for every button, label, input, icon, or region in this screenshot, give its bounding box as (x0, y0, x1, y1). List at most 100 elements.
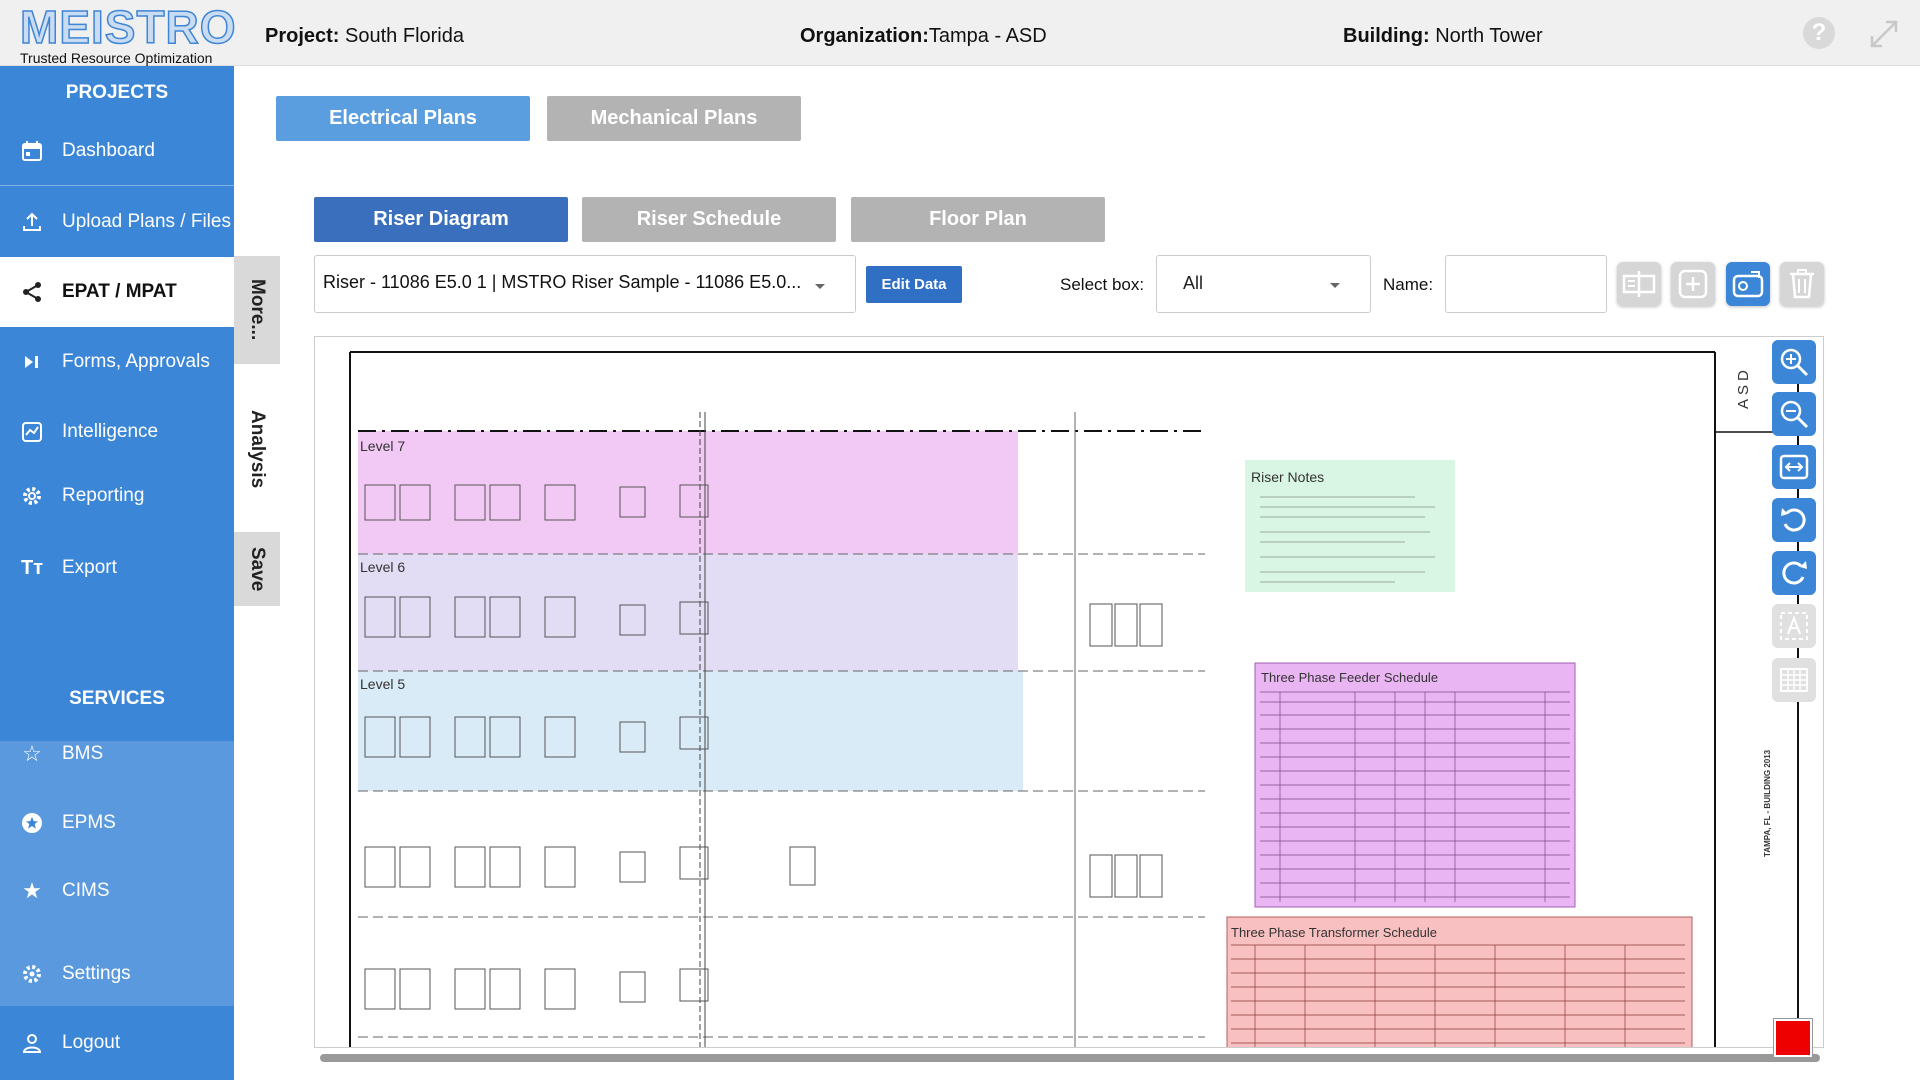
text-annotation-icon[interactable] (1772, 604, 1816, 648)
project-value: South Florida (345, 25, 464, 47)
star-outline-icon: ☆ (22, 741, 42, 766)
help-icon[interactable]: ? (1803, 17, 1835, 49)
skip-icon (20, 350, 44, 374)
tab-floor-plan[interactable]: Floor Plan (851, 197, 1105, 242)
tab-riser-diagram[interactable]: Riser Diagram (314, 197, 568, 242)
sidebar-item-cims[interactable]: ★ CIMS (0, 861, 234, 921)
organization-label: Organization: (800, 25, 929, 47)
sidebar-item-label: Upload Plans / Files (62, 211, 231, 232)
split-view-icon[interactable] (1617, 262, 1661, 306)
gear-icon (20, 962, 44, 986)
horizontal-scrollbar[interactable] (320, 1054, 1820, 1062)
riser-notes-box (1245, 460, 1455, 592)
tab-analysis-label: Analysis (247, 409, 268, 489)
riser-notes-title: Riser Notes (1251, 469, 1324, 485)
project-info: Project: South Florida (265, 25, 464, 48)
sidebar-item-label: Reporting (62, 485, 145, 506)
services-panel (0, 741, 234, 1006)
sidebar-item-label: EPAT / MPAT (62, 281, 177, 302)
riser-select[interactable]: Riser - 11086 E5.0 1 | MSTRO Riser Sampl… (314, 255, 856, 313)
riser-select-value: Riser - 11086 E5.0 1 | MSTRO Riser Sampl… (323, 272, 802, 292)
transformer-schedule-box (1226, 916, 1693, 1047)
level-5-band (358, 671, 1023, 791)
rotate-left-icon[interactable] (1772, 498, 1816, 542)
sidebar-item-label: EPMS (62, 812, 116, 833)
sidebar-item-label: Dashboard (62, 140, 155, 161)
gear-icon (20, 484, 44, 508)
title-block-org: ASD (1735, 366, 1752, 409)
sidebar-item-dashboard[interactable]: Dashboard (0, 121, 234, 181)
level-7-band (358, 431, 1018, 554)
building-value: North Tower (1435, 25, 1543, 47)
logo-text: MEISTRO (19, 1, 237, 53)
name-label: Name: (1383, 275, 1434, 294)
logo-tagline: Trusted Resource Optimization (20, 50, 213, 66)
star-icon: ★ (22, 878, 42, 903)
chevron-down-icon (815, 284, 825, 289)
building-label: Building: (1343, 25, 1430, 47)
edit-data-button[interactable]: Edit Data (866, 266, 962, 303)
sidebar-item-label: Logout (62, 1032, 121, 1053)
chart-icon (20, 420, 44, 444)
rotate-right-icon[interactable] (1772, 551, 1816, 595)
level-6-label: Level 6 (360, 559, 405, 575)
drawing-viewer[interactable]: Level 7 Level 6 Level 5 Riser Notes Thre… (314, 336, 1824, 1048)
tab-save-label: Save (247, 546, 268, 592)
sidebar-item-label: Intelligence (62, 421, 159, 442)
sidebar-item-label: BMS (62, 743, 104, 764)
level-6-band (358, 554, 1018, 671)
tab-riser-schedule[interactable]: Riser Schedule (582, 197, 836, 242)
sidebar-item-epms[interactable]: EPMS (0, 793, 234, 853)
sidebar-item-export[interactable]: Tт Export (0, 538, 234, 598)
top-bar: MEISTRO Trusted Resource Optimization Pr… (0, 0, 1920, 66)
sidebar-item-label: Settings (62, 963, 131, 984)
transformer-schedule-title: Three Phase Transformer Schedule (1231, 925, 1437, 940)
zoom-out-icon[interactable] (1772, 392, 1816, 436)
fit-width-icon[interactable] (1772, 445, 1816, 489)
services-heading: SERVICES (69, 688, 165, 709)
riser-drawing: Level 7 Level 6 Level 5 Riser Notes Thre… (349, 351, 1799, 1047)
trash-icon[interactable] (1780, 262, 1824, 306)
sidebar-item-settings[interactable]: Settings (0, 944, 234, 1004)
tab-more-label: More... (247, 279, 268, 341)
level-7-label: Level 7 (360, 438, 405, 454)
add-box-icon[interactable] (1671, 262, 1715, 306)
sidebar-item-upload[interactable]: Upload Plans / Files (0, 192, 234, 252)
grid-icon[interactable] (1772, 658, 1816, 702)
sidebar-item-epat-mpat[interactable]: EPAT / MPAT (0, 257, 234, 327)
star-circle-icon (20, 811, 44, 835)
calendar-icon (20, 139, 44, 163)
sidebar-item-label: Export (62, 557, 117, 578)
tab-save[interactable]: Save (234, 532, 280, 606)
sidebar: PROJECTS Dashboard Upload Plans / Files … (0, 66, 234, 1080)
chevron-down-icon (1330, 283, 1340, 288)
name-input[interactable] (1445, 255, 1607, 313)
tab-analysis[interactable]: Analysis (234, 364, 280, 534)
user-icon (20, 1031, 44, 1055)
select-box-value: All (1183, 273, 1204, 293)
sidebar-item-reporting[interactable]: Reporting (0, 466, 234, 526)
sidebar-item-logout[interactable]: Logout (0, 1013, 234, 1073)
organization-info: Organization:Tampa - ASD (800, 25, 1047, 48)
expand-icon[interactable] (1868, 18, 1900, 50)
upload-icon (20, 210, 44, 234)
title-block-text: TAMPA, FL - BUILDING 2013 (1763, 749, 1772, 857)
sidebar-item-label: CIMS (62, 880, 110, 901)
edit-box-icon[interactable] (1726, 262, 1770, 306)
tab-more[interactable]: More... (234, 256, 280, 364)
project-label: Project: (265, 25, 340, 47)
tab-electrical-plans[interactable]: Electrical Plans (276, 96, 530, 141)
divider (0, 185, 234, 186)
sidebar-item-label: Forms, Approvals (62, 351, 210, 372)
tab-mechanical-plans[interactable]: Mechanical Plans (547, 96, 801, 141)
feeder-schedule-title: Three Phase Feeder Schedule (1261, 670, 1438, 685)
color-swatch[interactable] (1774, 1019, 1812, 1057)
sidebar-item-intelligence[interactable]: Intelligence (0, 402, 234, 462)
projects-heading: PROJECTS (65, 82, 169, 103)
organization-value: Tampa - ASD (928, 25, 1047, 47)
level-5-label: Level 5 (360, 676, 405, 692)
zoom-in-icon[interactable] (1772, 340, 1816, 384)
sidebar-item-bms[interactable]: ☆ BMS (0, 724, 234, 784)
sidebar-item-forms[interactable]: Forms, Approvals (0, 332, 234, 392)
logo: MEISTRO Trusted Resource Optimization (19, 1, 237, 66)
